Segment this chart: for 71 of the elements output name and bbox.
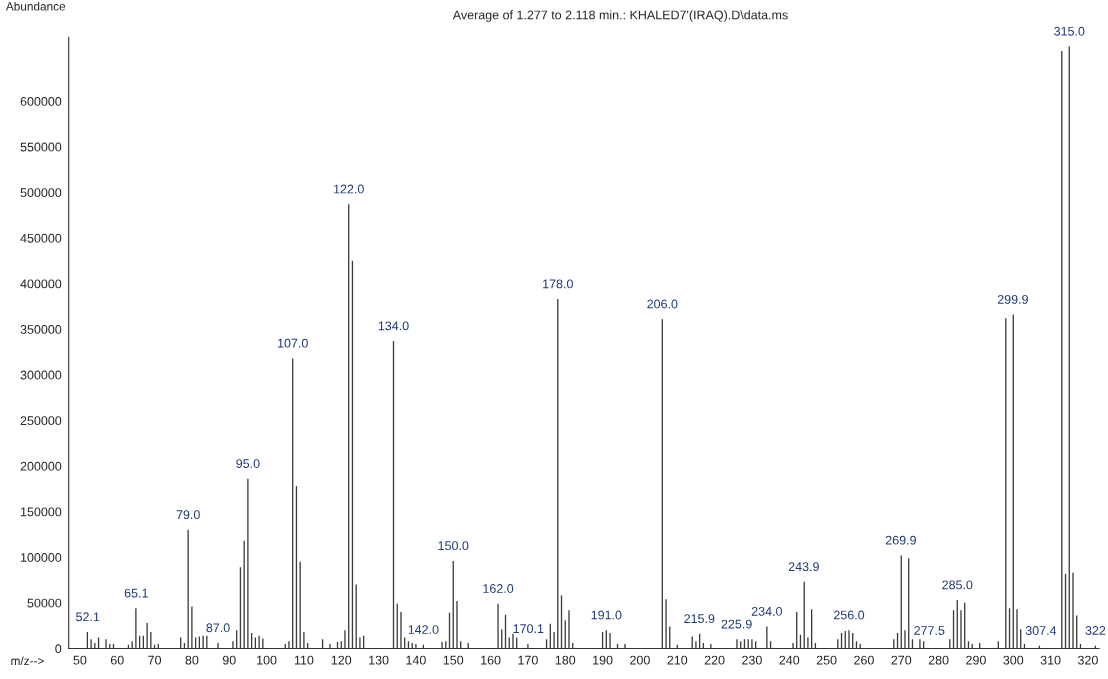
annotation: 65.1	[124, 588, 148, 598]
y-tick-label: 50000	[27, 598, 62, 608]
y-tick-label: 100000	[21, 553, 62, 562]
x-tick-label: 280	[928, 655, 949, 665]
x-tick-label: 150	[443, 655, 464, 665]
annotation: 269.9	[885, 535, 916, 545]
x-tick-label: 100	[257, 655, 277, 665]
x-tick-label: 180	[555, 655, 576, 665]
y-axis-title: Abundance	[5, 1, 66, 11]
x-tick-label: 170	[518, 655, 538, 665]
annotation: 215.9	[684, 614, 715, 624]
annotation: 134.0	[378, 321, 409, 331]
y-tick-label: 550000	[20, 142, 62, 152]
annotation: 107.0	[278, 338, 308, 348]
annotation: 87.0	[206, 623, 230, 633]
x-tick-label: 90	[222, 655, 236, 665]
annotation: 191.0	[591, 610, 622, 620]
x-tick-label: 190	[593, 655, 613, 665]
x-tick-label: 50	[73, 655, 87, 665]
annotation: 79.0	[176, 510, 200, 520]
y-tick-label: 350000	[20, 325, 62, 334]
y-tick-label: 600000	[20, 96, 62, 106]
x-tick-label: 250	[816, 655, 837, 665]
x-axis-title: m/z-->	[11, 656, 44, 666]
x-tick-label: 230	[742, 655, 762, 665]
y-tick-label: 300000	[20, 370, 62, 380]
annotation: 150.0	[438, 541, 469, 551]
annotation: 122.0	[334, 184, 364, 194]
x-tick-label: 260	[854, 655, 874, 665]
y-tick-label: 150000	[21, 507, 62, 517]
y-tick-label: 500000	[20, 188, 62, 198]
annotation: 243.9	[788, 562, 819, 572]
annotation: 178.0	[543, 279, 573, 289]
x-tick-label: 220	[704, 655, 725, 665]
x-tick-label: 270	[891, 655, 912, 665]
annotation: 299.9	[997, 294, 1028, 304]
x-tick-label: 130	[369, 655, 389, 665]
x-tick-label: 310	[1040, 655, 1061, 665]
annotation: 234.0	[751, 606, 783, 616]
x-tick-label: 240	[779, 655, 800, 665]
annotation: 285.0	[942, 580, 973, 590]
x-tick-label: 80	[185, 655, 199, 665]
annotation: 315.0	[1054, 26, 1085, 36]
x-tick-label: 290	[966, 655, 986, 665]
y-tick-label: 450000	[20, 233, 62, 243]
annotation: 322	[1085, 626, 1106, 635]
annotation: 225.9	[721, 619, 752, 629]
y-tick-label: 400000	[20, 279, 62, 289]
annotation: 162.0	[483, 584, 514, 593]
chart-title: Average of 1.277 to 2.118 min.: KHALED7'(IRAQ).D\data.ms	[452, 10, 788, 22]
x-tick-label: 300	[1003, 655, 1024, 665]
annotation: 95.0	[236, 459, 260, 468]
x-tick-label: 200	[630, 655, 650, 665]
annotation: 206.0	[647, 299, 678, 309]
x-tick-label: 160	[481, 655, 501, 665]
annotation: 170.1	[513, 624, 544, 634]
x-tick-label: 60	[110, 655, 124, 665]
x-tick-label: 140	[406, 655, 426, 665]
y-tick-label: 250000	[20, 416, 62, 426]
annotation: 256.0	[833, 610, 865, 620]
y-tick-label: 0	[55, 644, 62, 654]
annotation: 277.5	[914, 626, 945, 635]
annotation: 307.4	[1025, 626, 1057, 635]
x-tick-label: 110	[294, 655, 314, 665]
x-tick-label: 210	[667, 655, 688, 665]
x-tick-label: 120	[331, 655, 352, 665]
x-tick-label: 70	[148, 655, 162, 665]
x-tick-label: 320	[1077, 655, 1098, 665]
annotation: 142.0	[408, 625, 439, 634]
annotation: 52.1	[76, 612, 100, 622]
y-tick-label: 200000	[20, 461, 62, 471]
